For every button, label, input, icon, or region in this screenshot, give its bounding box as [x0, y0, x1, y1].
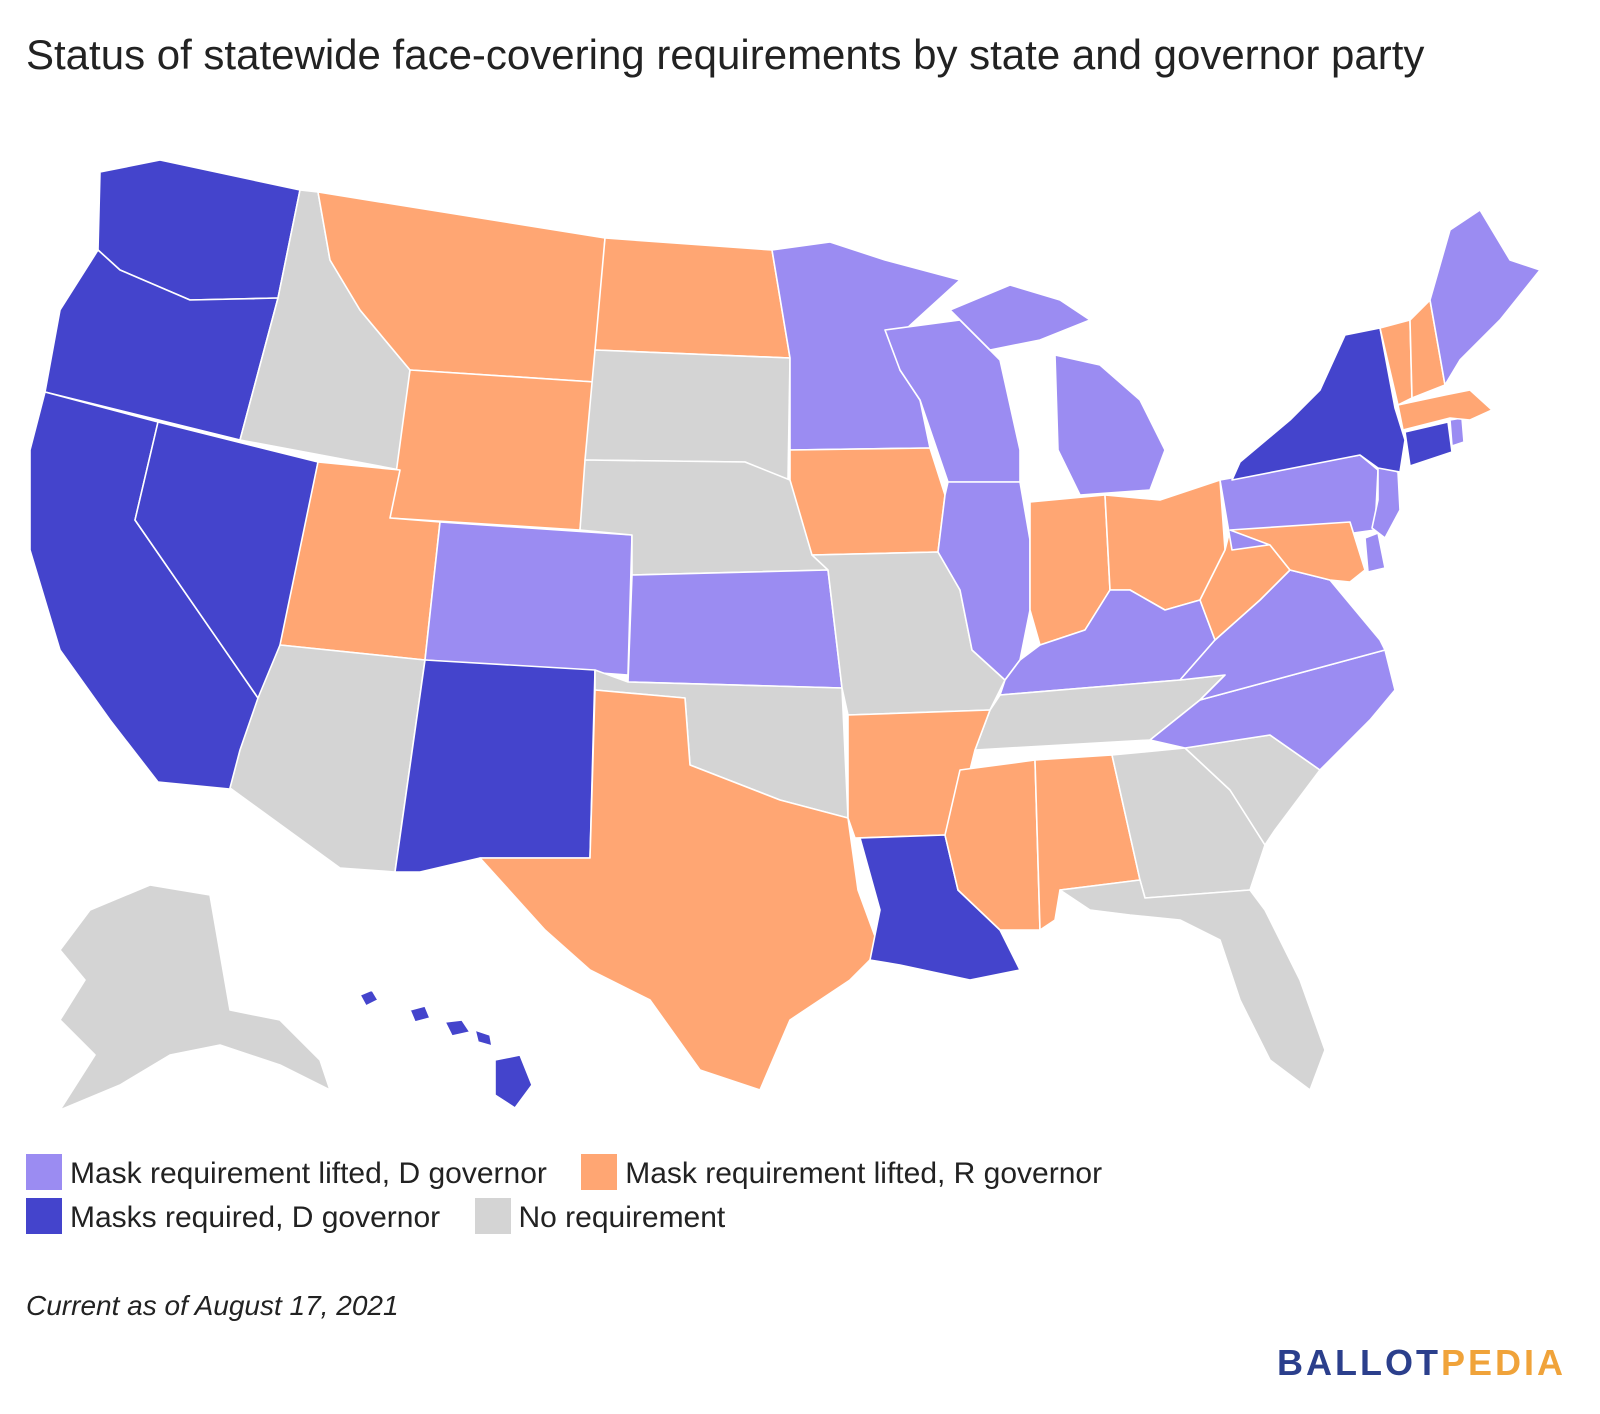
legend-item-none: No requirement [474, 1196, 726, 1240]
legend-swatch [26, 1198, 62, 1234]
legend-label: No requirement [518, 1201, 726, 1234]
state-NY [1231, 327, 1406, 481]
state-CT [1404, 421, 1453, 467]
state-CO [424, 521, 633, 676]
state-NM [394, 659, 596, 873]
state-AK [59, 884, 331, 1111]
state-FL [1059, 879, 1326, 1091]
legend-item-required-d: Masks required, D governor [26, 1196, 440, 1240]
legend: Mask requirement lifted, D governor Mask… [26, 1152, 1566, 1240]
state-ME [1429, 209, 1541, 386]
legend-label: Mask requirement lifted, D governor [70, 1157, 547, 1190]
state-RI [1449, 417, 1465, 447]
legend-swatch [474, 1198, 511, 1234]
legend-swatch [26, 1154, 62, 1190]
state-KS [627, 569, 843, 689]
state-MI [949, 284, 1166, 496]
logo-part-2: PEDIA [1440, 1342, 1566, 1383]
ballotpedia-logo: BALLOTPEDIA [1277, 1342, 1566, 1384]
state-IA [789, 447, 946, 556]
state-WY [389, 369, 596, 531]
legend-label: Mask requirement lifted, R governor [625, 1157, 1103, 1190]
map-title: Status of statewide face-covering requir… [26, 31, 1425, 78]
footnote-date: Current as of August 17, 2021 [26, 1290, 399, 1321]
legend-label: Masks required, D governor [70, 1201, 441, 1234]
legend-item-lifted-d: Mask requirement lifted, D governor [26, 1152, 547, 1196]
us-map [0, 150, 1600, 1140]
us-map-svg [29, 159, 1541, 1111]
logo-part-1: BALLOT [1277, 1342, 1441, 1383]
state-DE [1364, 532, 1386, 573]
legend-swatch [581, 1154, 618, 1190]
state-TX [479, 689, 881, 1091]
legend-item-lifted-r: Mask requirement lifted, R governor [581, 1152, 1102, 1196]
state-ND [594, 237, 791, 359]
state-MA [1397, 389, 1493, 431]
state-HI [359, 989, 533, 1109]
state-MD [1229, 521, 1366, 583]
